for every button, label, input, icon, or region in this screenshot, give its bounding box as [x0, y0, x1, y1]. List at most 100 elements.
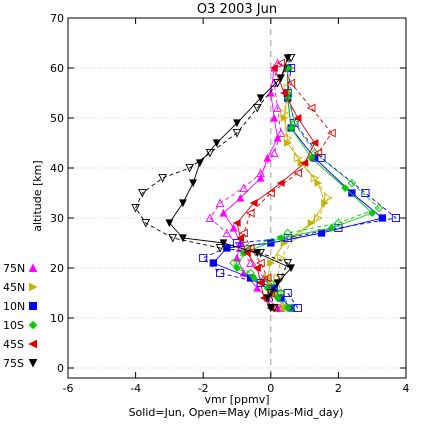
marker-75n-may [276, 128, 286, 138]
marker-10s-jun [233, 264, 241, 272]
marker-75n-jun [219, 208, 228, 217]
y-tick-label: 50 [50, 112, 64, 125]
marker-75n-jun [263, 153, 272, 162]
marker-75s-may [252, 103, 262, 113]
marker-75n-may [273, 103, 282, 113]
marker-10s-jun [307, 154, 316, 162]
marker-75n-jun [270, 113, 279, 122]
marker-10s-may [347, 178, 357, 188]
line-75n-may [209, 62, 282, 309]
marker-45s-may [306, 103, 316, 113]
series-75s [131, 53, 296, 313]
marker-45s-may [286, 78, 296, 88]
marker-75s-jun [287, 264, 296, 273]
marker-75s-may [266, 288, 276, 298]
marker-45s-jun [236, 234, 245, 242]
legend-marker-10n [29, 302, 37, 310]
marker-75s-jun [219, 239, 228, 248]
legend: 75N 45N 10N 10S 45S 75S [3, 262, 38, 370]
legend-label-75n: 75N [3, 262, 25, 275]
line-45n-may [277, 68, 329, 309]
marker-75n-jun [236, 193, 245, 202]
marker-75s-may [141, 218, 151, 228]
marker-75n-may [236, 243, 245, 253]
x-axis-label: vmr [ppmv] [204, 393, 269, 406]
marker-45s-may [293, 168, 302, 178]
y-tick-label: 0 [57, 362, 64, 375]
legend-label-10n: 10N [3, 300, 25, 313]
line-75s-jun [168, 57, 292, 309]
marker-75n-jun [273, 133, 282, 142]
marker-45s-jun [256, 279, 265, 287]
marker-45s-may [313, 148, 323, 158]
chart-note: Solid=Jun, Open=May (Mipas-Mid_day) [129, 406, 344, 419]
marker-75n-may [222, 228, 232, 238]
x-axis-ticks: -6 -4 -2 0 2 4 [63, 18, 410, 395]
x-tick-label: 4 [403, 382, 410, 395]
marker-45n-may [276, 253, 286, 263]
y-tick-label: 40 [50, 162, 64, 175]
line-45s-jun [236, 67, 316, 309]
marker-75s-jun [233, 119, 241, 128]
marker-45s-jun [310, 139, 319, 147]
marker-10s-may [276, 288, 286, 298]
marker-10s-jun [283, 304, 292, 312]
marker-75n-jun [233, 253, 241, 262]
marker-45s-jun [249, 199, 258, 207]
y-tick-label: 70 [50, 12, 64, 25]
marker-45n-jun [267, 259, 276, 267]
marker-10n-may [232, 238, 242, 248]
series-layer [131, 53, 400, 313]
series-10s [229, 63, 384, 313]
marker-10s-jun [277, 234, 285, 242]
marker-10s-jun [287, 124, 295, 132]
marker-10s-jun [250, 274, 258, 282]
line-10n-may [202, 67, 397, 309]
marker-75n-may [239, 183, 249, 193]
marker-75s-jun [165, 219, 174, 228]
marker-45s-jun [269, 64, 278, 72]
marker-75s-may [168, 233, 178, 243]
marker-75n-jun [256, 173, 265, 182]
marker-10n-may [199, 253, 208, 263]
legend-marker-45s [28, 339, 37, 349]
marker-75n-may [215, 198, 225, 208]
y-tick-label: 30 [50, 212, 64, 225]
marker-45s-jun [300, 159, 309, 167]
marker-75s-jun [266, 304, 275, 313]
marker-75s-jun [273, 279, 282, 288]
plot-area-frame [67, 17, 407, 379]
marker-10s-may [290, 118, 299, 128]
line-10s-jun [236, 68, 374, 309]
legend-marker-75n [28, 263, 38, 272]
marker-75s-jun [178, 234, 187, 243]
marker-10n-jun [209, 259, 217, 267]
marker-45s-jun [293, 114, 302, 122]
y-axis-label: altitude [km] [31, 160, 44, 231]
marker-10s-jun [341, 184, 349, 192]
marker-75s-jun [256, 94, 265, 103]
marker-75n-may [205, 213, 215, 223]
marker-75s-jun [189, 179, 197, 188]
marker-45n-may [324, 193, 333, 203]
marker-45s-jun [232, 219, 241, 227]
marker-45s-jun [276, 179, 285, 187]
marker-10s-may [266, 278, 276, 288]
marker-45n-jun [284, 139, 292, 147]
marker-45n-jun [280, 114, 289, 122]
marker-10n-may [283, 233, 292, 243]
legend-label-10s: 10S [3, 319, 24, 332]
marker-10n-jun [348, 189, 356, 197]
marker-75n-jun [266, 88, 275, 97]
legend-label-45s: 45S [3, 338, 24, 351]
y-tick-label: 10 [50, 312, 64, 325]
marker-75s-jun [253, 249, 262, 258]
marker-10s-may [374, 203, 384, 213]
marker-75s-jun [212, 139, 221, 148]
marker-75s-may [283, 258, 293, 268]
marker-75s-jun [283, 54, 292, 63]
marker-45n-jun [307, 219, 316, 227]
marker-10n-may [361, 188, 370, 198]
marker-10n-may [391, 213, 400, 223]
x-tick-label: -4 [130, 382, 141, 395]
